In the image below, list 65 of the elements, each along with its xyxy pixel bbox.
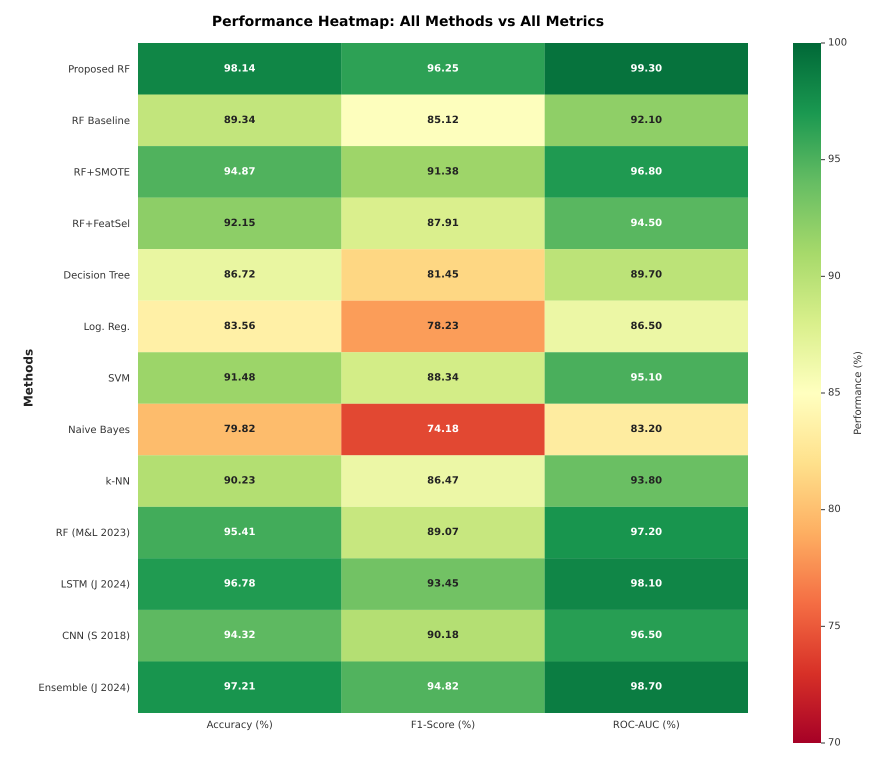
y-tick-label: Decision Tree xyxy=(63,270,130,282)
data-label: 98.70 xyxy=(630,682,662,693)
data-label: 87.91 xyxy=(427,218,459,229)
data-label: 81.45 xyxy=(427,269,459,280)
y-tick-label: CNN (S 2018) xyxy=(62,631,130,642)
y-tick-label: RF+FeatSel xyxy=(72,218,130,230)
data-label: 86.72 xyxy=(224,269,256,280)
data-label: 90.18 xyxy=(427,630,459,642)
color-bar-label: 70 xyxy=(828,738,841,748)
data-label: 74.18 xyxy=(427,424,459,436)
y-tick-label: k-NN xyxy=(106,476,130,488)
data-label: 95.10 xyxy=(630,372,662,384)
data-label: 79.82 xyxy=(224,424,256,436)
data-label: 91.38 xyxy=(427,166,459,178)
y-axis-title: Methods xyxy=(21,348,36,408)
color-bar-label: 95 xyxy=(828,154,841,166)
y-tick-label: RF (M&L 2023) xyxy=(56,528,130,540)
data-label: 95.41 xyxy=(224,527,256,538)
x-tick-label: Accuracy (%) xyxy=(206,720,273,732)
y-tick-label: SVM xyxy=(108,374,130,385)
data-label: 94.32 xyxy=(224,630,256,642)
data-label: 83.20 xyxy=(630,424,662,436)
color-bar-label: 100 xyxy=(828,38,848,48)
data-label: 99.30 xyxy=(630,63,662,74)
data-label: 94.87 xyxy=(224,166,256,178)
y-tick-label: LSTM (J 2024) xyxy=(60,580,130,591)
y-tick-label: Naive Bayes xyxy=(68,425,130,436)
data-label: 97.20 xyxy=(630,527,662,538)
data-label: 94.82 xyxy=(427,682,459,693)
data-label: 88.34 xyxy=(427,372,459,384)
data-label: 93.80 xyxy=(630,476,662,487)
data-label: 96.78 xyxy=(224,578,256,590)
data-label: 98.14 xyxy=(224,63,256,74)
data-label: 96.80 xyxy=(630,166,662,178)
data-label: 85.12 xyxy=(427,114,459,126)
data-label: 89.07 xyxy=(427,527,459,538)
color-bar-label: 75 xyxy=(828,620,841,632)
data-label: 86.47 xyxy=(427,476,459,487)
y-tick-label: Proposed RF xyxy=(68,64,130,76)
data-label: 96.50 xyxy=(630,630,662,642)
data-label: 89.34 xyxy=(224,114,256,126)
y-tick-label: Ensemble (J 2024) xyxy=(38,682,130,694)
data-label: 96.25 xyxy=(427,63,459,74)
y-tick-label: RF Baseline xyxy=(72,116,130,127)
data-label: 92.10 xyxy=(630,114,662,126)
data-label: 97.21 xyxy=(224,682,256,693)
data-label: 92.15 xyxy=(224,218,256,229)
data-label: 89.70 xyxy=(630,269,662,280)
x-tick-label: ROC-AUC (%) xyxy=(612,720,680,732)
x-tick-label: F1-Score (%) xyxy=(410,720,476,732)
data-label: 93.45 xyxy=(427,578,459,590)
y-tick-label: Log. Reg. xyxy=(84,322,130,334)
data-label: 90.23 xyxy=(224,476,256,487)
data-label: 83.56 xyxy=(224,320,256,332)
data-label: 86.50 xyxy=(630,320,662,332)
color-bar-label: 85 xyxy=(828,388,841,398)
data-label: 78.23 xyxy=(427,320,459,332)
data-label: 98.10 xyxy=(630,578,662,590)
y-tick-label: RF+SMOTE xyxy=(74,167,130,178)
color-bar-label: 90 xyxy=(828,270,841,282)
color-bar-label: 80 xyxy=(828,504,841,516)
data-label: 94.50 xyxy=(630,218,662,229)
data-label: 91.48 xyxy=(224,372,256,384)
chart-title: Performance Heatmap: All Methods vs All Metrics xyxy=(210,14,606,30)
color-bar-title: Performance (%) xyxy=(853,350,864,435)
